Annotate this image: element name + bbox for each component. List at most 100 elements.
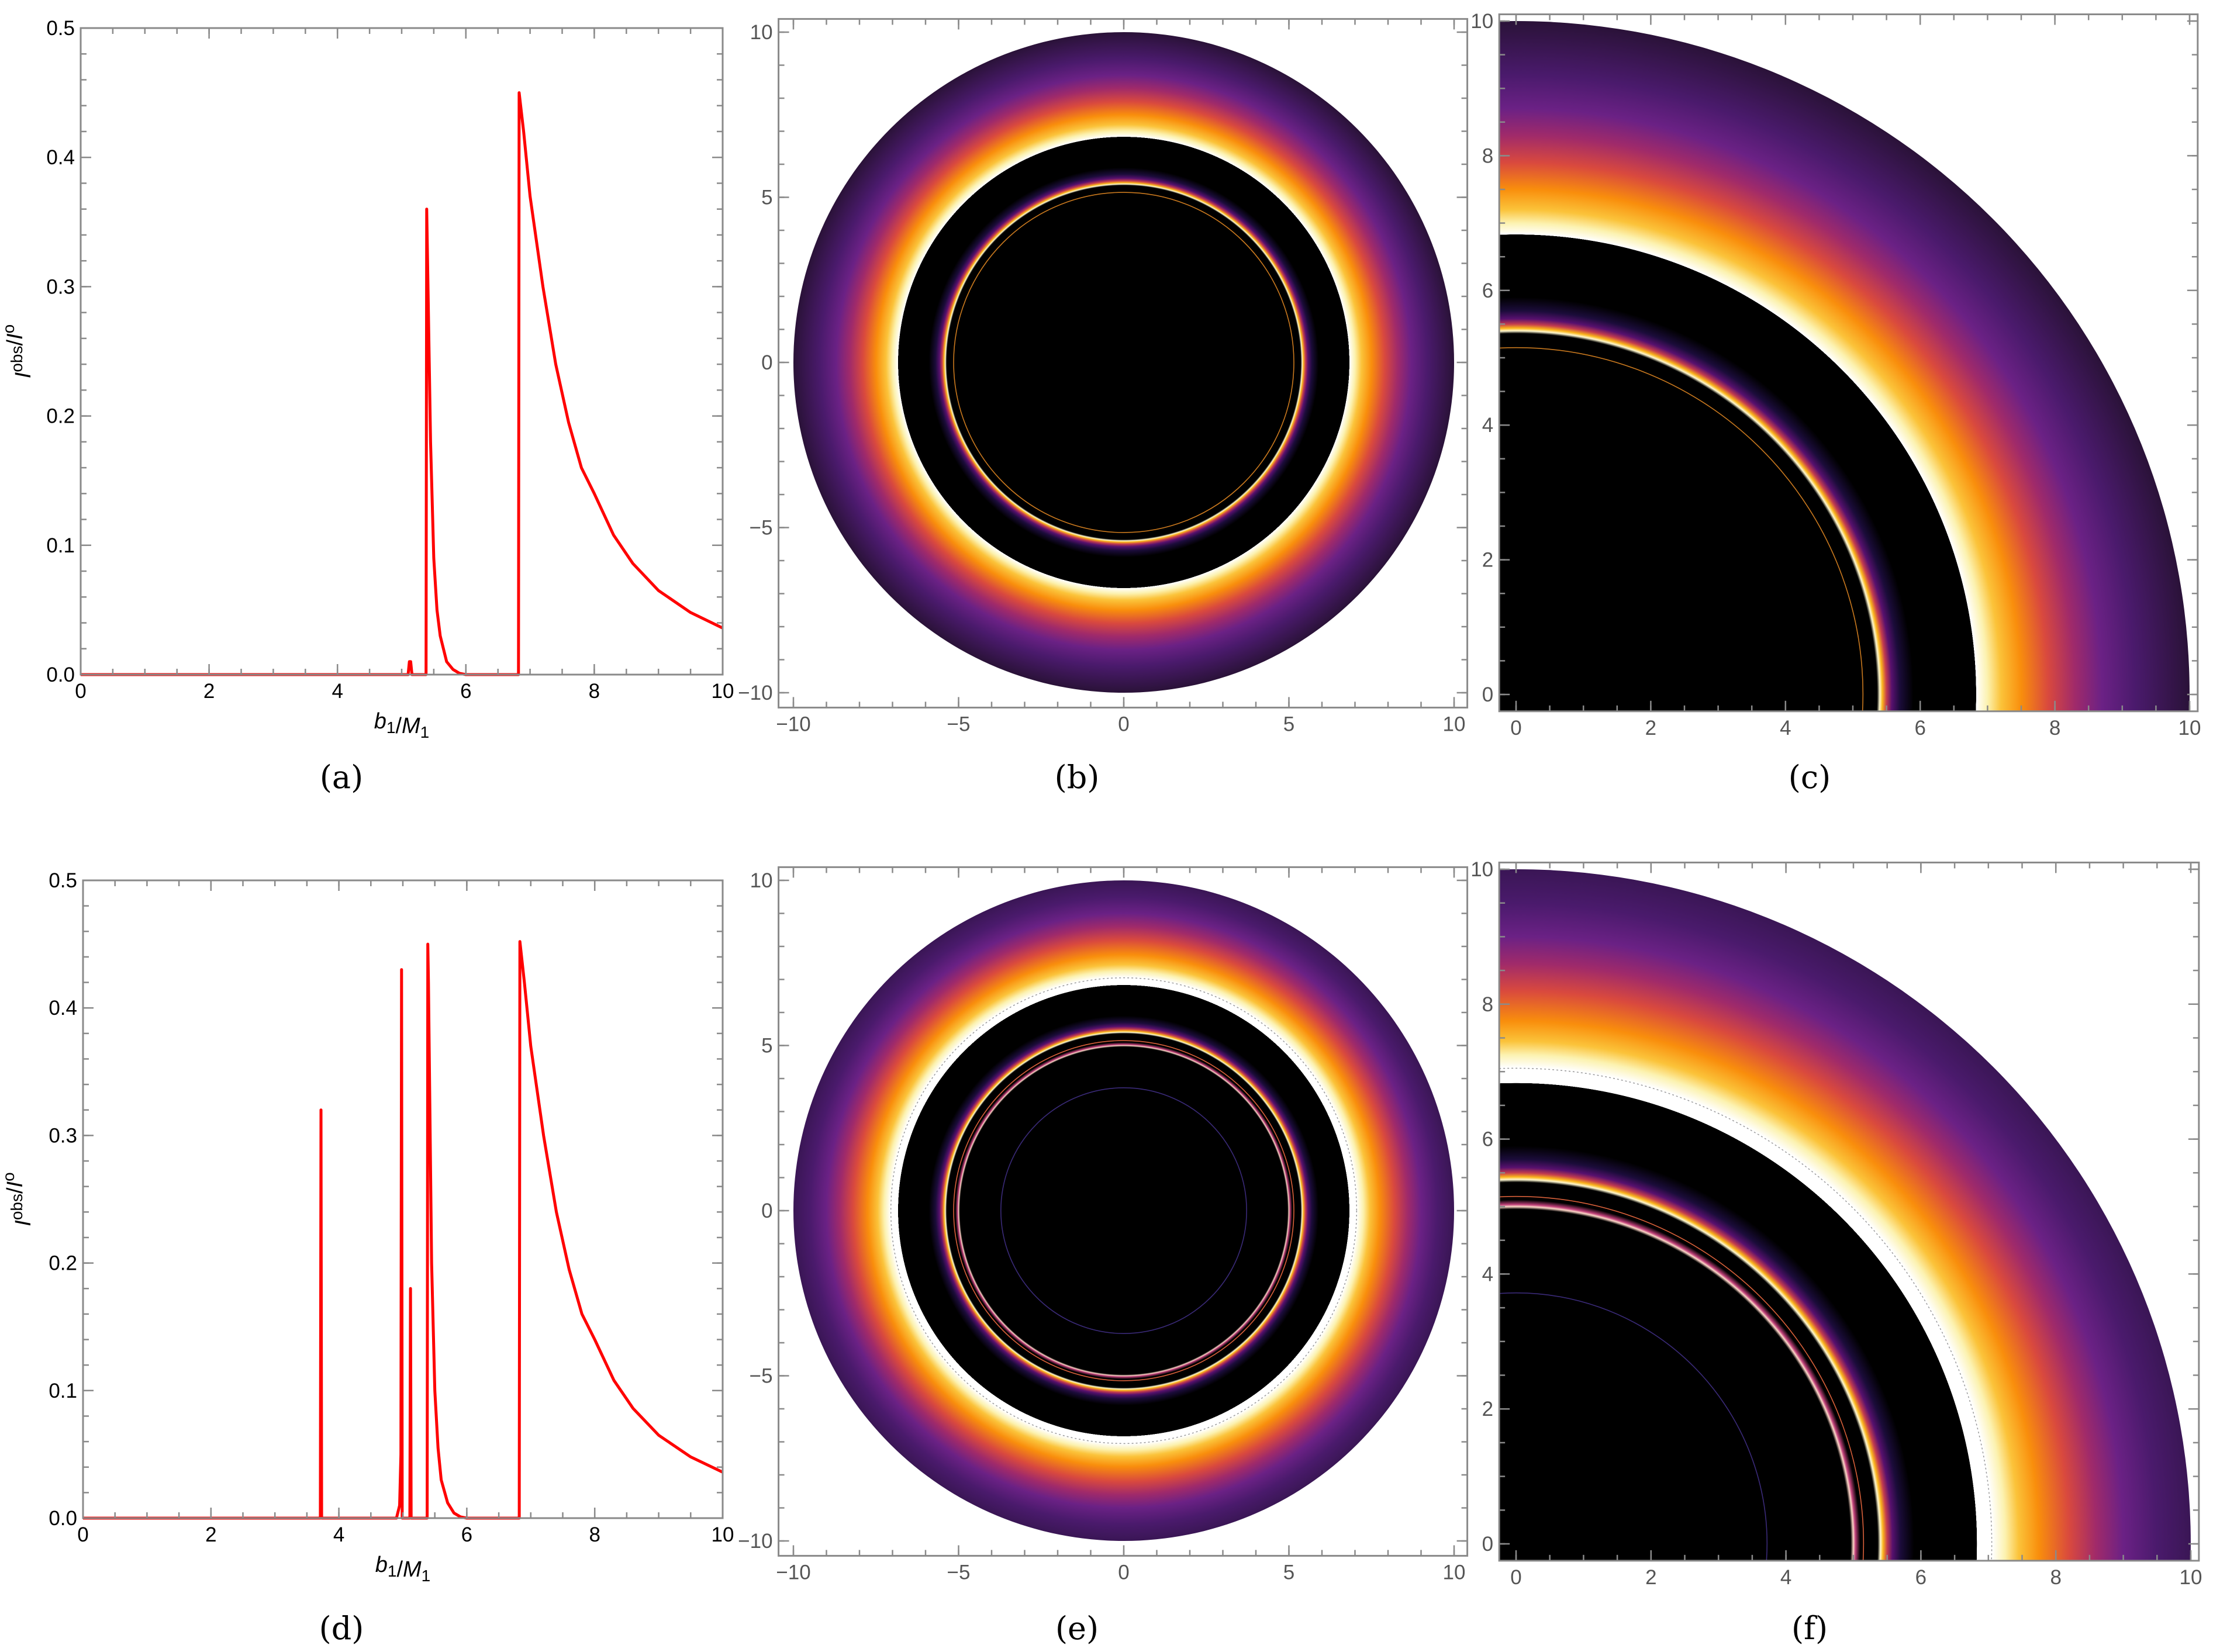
x-tick-label: 4 <box>1780 1566 1791 1589</box>
y-tick-label: 0.4 <box>46 146 75 169</box>
x-axis-label-part: / <box>395 714 402 738</box>
x-tick-label: 6 <box>460 680 471 703</box>
panel-b: −10 −5 0 5 10 −10 −5 0 5 10 <box>738 18 1469 735</box>
x-tick-label: 8 <box>589 1523 600 1546</box>
y-axis-label-part: obs <box>8 345 26 372</box>
x-tick-label: 0 <box>1118 713 1129 735</box>
x-tick-label: 10 <box>712 1523 734 1546</box>
caption-c: (c) <box>1789 759 1831 796</box>
y-tick-label: 10 <box>750 21 773 44</box>
ring-3-72 <box>1499 1292 1768 1561</box>
x-tick-label: 0 <box>1510 717 1521 739</box>
x-tick-label: 2 <box>205 1523 216 1546</box>
x-tick-label: −5 <box>947 1561 971 1584</box>
caption-a: (a) <box>320 759 363 796</box>
x-tick-label: −10 <box>776 713 810 735</box>
image-layer <box>793 880 1454 1541</box>
y-tick-label: 0 <box>1482 1533 1493 1556</box>
plot-frame <box>1498 13 2199 713</box>
y-axis-label-part: o <box>0 1172 18 1181</box>
y-axis-label-part: / <box>3 339 27 345</box>
x-tick-label: 5 <box>1283 1561 1294 1584</box>
y-tick-label: 0.0 <box>49 1507 77 1530</box>
plot-frame <box>778 18 1469 709</box>
y-tick-label: 4 <box>1482 1263 1493 1285</box>
y-tick-label: 0.1 <box>46 534 75 557</box>
panel-e: −10 −5 0 5 10 −10 −5 0 5 10 <box>738 866 1469 1584</box>
x-axis-label-part: 1 <box>422 1567 431 1585</box>
y-axis-label-part: I <box>11 1220 36 1226</box>
y-tick-label: −5 <box>750 1365 773 1388</box>
intensity-curve <box>83 940 724 1520</box>
image-layer <box>1499 869 2191 1561</box>
ring-5-15 <box>953 192 1294 533</box>
x-tick-label: 4 <box>333 1523 344 1546</box>
x-tick-label: 4 <box>1780 717 1791 739</box>
y-axis-label-part: o <box>0 324 18 334</box>
emission-inner-edge <box>1499 1067 1993 1561</box>
y-tick-label: 0.5 <box>49 869 77 892</box>
x-tick-label: 10 <box>1443 713 1466 735</box>
accretion-disk <box>1499 21 2190 711</box>
x-tick-label: 0 <box>75 680 86 703</box>
y-axis-label-part: I <box>3 1181 27 1187</box>
x-tick-label: 6 <box>1915 1566 1927 1589</box>
image-layer <box>1499 21 2190 711</box>
ring-3-72 <box>1000 1087 1247 1334</box>
x-tick-label: 0 <box>1118 1561 1129 1584</box>
y-axis-label-part: obs <box>8 1194 26 1220</box>
plot-frame <box>778 866 1469 1557</box>
plot-frame <box>80 27 724 676</box>
x-tick-label: 5 <box>1283 713 1294 735</box>
y-tick-label: 0.4 <box>49 997 77 1019</box>
y-axis-label-part: I <box>3 333 27 340</box>
x-axis-label-part: / <box>396 1557 403 1582</box>
x-axis-label-part: M <box>403 1557 422 1582</box>
y-tick-label: 0 <box>761 1200 772 1222</box>
x-tick-label: −10 <box>776 1561 810 1584</box>
y-tick-label: 6 <box>1482 1128 1493 1151</box>
accretion-disk <box>793 880 1454 1541</box>
plot-frame <box>82 879 724 1519</box>
y-tick-label: 0.5 <box>46 17 75 40</box>
caption-d: (d) <box>319 1610 364 1647</box>
y-tick-label: 5 <box>761 186 772 209</box>
x-tick-label: −5 <box>947 713 971 735</box>
x-tick-label: 2 <box>1645 1566 1656 1589</box>
y-tick-label: 5 <box>761 1035 772 1057</box>
x-axis-label-part: b <box>375 1553 388 1577</box>
x-tick-label: 10 <box>2180 1566 2202 1589</box>
y-tick-label: 10 <box>1470 10 1493 33</box>
x-tick-label: 6 <box>1914 717 1925 739</box>
ring-5-15 <box>1499 1195 1865 1561</box>
y-tick-label: 2 <box>1482 549 1493 572</box>
y-tick-label: 0 <box>761 351 772 374</box>
x-axis-label: b1/M1 <box>375 1553 431 1585</box>
image-layer <box>793 32 1454 693</box>
y-tick-label: 0.3 <box>46 275 75 298</box>
accretion-disk <box>793 32 1454 693</box>
plot-area <box>81 28 723 675</box>
y-axis-label-part: / <box>3 1187 27 1194</box>
caption-e: (e) <box>1055 1610 1099 1647</box>
emission-inner-edge <box>890 977 1358 1444</box>
x-tick-label: 8 <box>2049 717 2060 739</box>
x-tick-label: 4 <box>332 680 343 703</box>
y-tick-label: −10 <box>738 1530 772 1553</box>
y-tick-label: 0.2 <box>46 405 75 428</box>
ring-5-15 <box>1499 347 1864 711</box>
y-tick-label: 8 <box>1482 993 1493 1016</box>
x-tick-label: 0 <box>1510 1566 1521 1589</box>
x-axis-label-part: b <box>374 709 386 734</box>
y-axis-label: Iobs/Io <box>0 1172 36 1226</box>
x-axis-label-part: M <box>402 714 420 738</box>
ring-5-15 <box>953 1040 1294 1381</box>
y-tick-label: 0.2 <box>49 1252 77 1275</box>
caption-f: (f) <box>1791 1610 1828 1647</box>
y-tick-label: 2 <box>1482 1398 1493 1421</box>
x-tick-label: 8 <box>2050 1566 2061 1589</box>
y-tick-label: −10 <box>738 682 772 704</box>
